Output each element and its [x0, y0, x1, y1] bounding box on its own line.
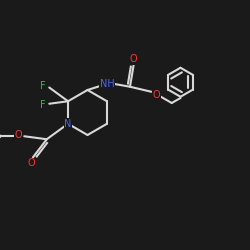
- Text: O: O: [153, 90, 160, 100]
- Text: F: F: [40, 100, 45, 110]
- Text: O: O: [15, 130, 22, 140]
- Text: O: O: [28, 158, 36, 168]
- Text: N: N: [64, 119, 72, 129]
- Text: F: F: [40, 81, 45, 91]
- Text: NH: NH: [100, 79, 114, 89]
- Text: O: O: [130, 54, 138, 64]
